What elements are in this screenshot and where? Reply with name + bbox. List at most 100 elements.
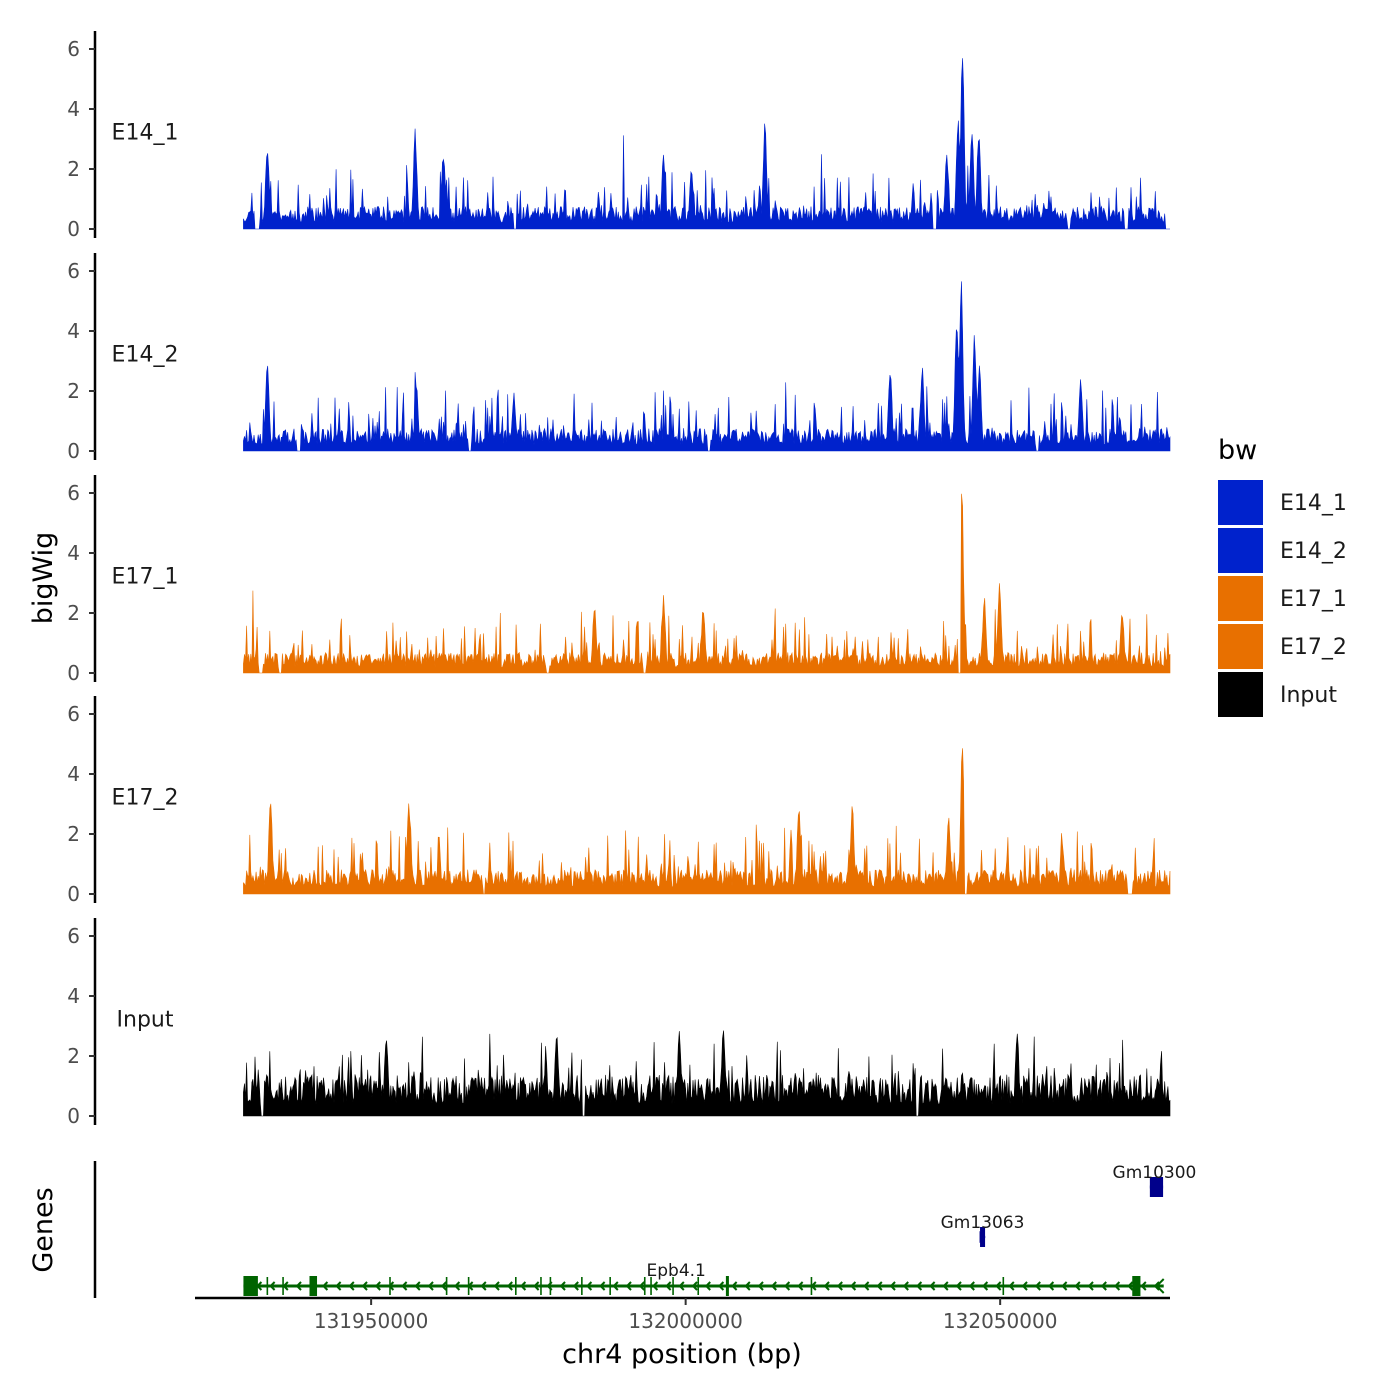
strand-arrow xyxy=(929,1281,936,1291)
legend-title: bw xyxy=(1218,435,1257,466)
y-tick-label: 4 xyxy=(67,762,80,786)
y-tick-label: 6 xyxy=(67,924,80,948)
strand-arrow xyxy=(335,1281,342,1291)
genes-axis-title: Genes xyxy=(28,1187,59,1272)
strand-arrow xyxy=(797,1281,804,1291)
strand-arrow xyxy=(559,1281,566,1291)
strand-arrow xyxy=(731,1281,738,1291)
strand-arrow xyxy=(836,1281,843,1291)
strand-arrow xyxy=(652,1281,659,1291)
strand-arrow xyxy=(322,1281,329,1291)
legend-swatch-E17_2 xyxy=(1218,624,1263,669)
legend-label-E14_1: E14_1 xyxy=(1280,491,1347,516)
strand-arrow xyxy=(1087,1281,1094,1291)
legend-label-E17_1: E17_1 xyxy=(1280,587,1347,612)
strand-arrow xyxy=(599,1281,606,1291)
track-label-E14_2: E14_2 xyxy=(112,343,179,368)
legend-label-E17_2: E17_2 xyxy=(1280,635,1347,660)
exon xyxy=(1132,1276,1141,1296)
y-tick-label: 0 xyxy=(67,1104,80,1128)
strand-arrow xyxy=(704,1281,711,1291)
gene-label-Gm13063: Gm13063 xyxy=(941,1213,1025,1233)
strand-arrow xyxy=(506,1281,513,1291)
strand-arrow xyxy=(1155,1278,1165,1294)
strand-arrow xyxy=(1140,1281,1147,1291)
signal-area-E14_1 xyxy=(243,58,1170,230)
strand-arrow xyxy=(942,1281,949,1291)
strand-arrow xyxy=(1100,1281,1107,1291)
strand-arrow xyxy=(586,1281,593,1291)
strand-arrow xyxy=(295,1281,302,1291)
strand-arrow xyxy=(572,1281,579,1291)
y-tick-label: 4 xyxy=(67,319,80,343)
strand-arrow xyxy=(348,1281,355,1291)
strand-arrow xyxy=(823,1281,830,1291)
exon xyxy=(243,1276,258,1296)
gene-label-Gm10300: Gm10300 xyxy=(1113,1163,1197,1183)
strand-arrow xyxy=(414,1281,421,1291)
y-tick-label: 2 xyxy=(67,601,80,625)
y-tick-label: 4 xyxy=(67,984,80,1008)
strand-arrow xyxy=(454,1281,461,1291)
strand-arrow xyxy=(1008,1281,1015,1291)
y-tick-label: 4 xyxy=(67,541,80,565)
strand-arrow xyxy=(361,1281,368,1291)
x-axis-title: chr4 position (bp) xyxy=(562,1339,802,1370)
strand-arrow xyxy=(612,1281,619,1291)
x-tick-label: 131950000 xyxy=(314,1309,429,1333)
strand-arrow xyxy=(1114,1281,1121,1291)
strand-arrow xyxy=(427,1281,434,1291)
strand-arrow xyxy=(1034,1281,1041,1291)
x-tick-label: 132000000 xyxy=(628,1309,743,1333)
strand-arrow xyxy=(1074,1281,1081,1291)
legend-swatch-E14_1 xyxy=(1218,480,1263,525)
strand-arrow xyxy=(744,1281,751,1291)
exon xyxy=(725,1276,729,1296)
x-axis: 131950000 132000000 132050000 xyxy=(195,1296,1170,1333)
track-panel-E14_1: 0 2 4 6 E14_1 xyxy=(67,31,1170,241)
strand-arrow xyxy=(1153,1281,1160,1291)
y-tick-label: 2 xyxy=(67,822,80,846)
signal-area-E14_2 xyxy=(243,281,1171,452)
exon xyxy=(309,1276,318,1296)
strand-arrow xyxy=(876,1281,883,1291)
track-panel-E17_2: 0 2 4 6 E17_2 xyxy=(67,696,1171,906)
signal-area-Input xyxy=(243,1030,1171,1117)
legend-swatch-E17_1 xyxy=(1218,576,1263,621)
y-tick-label: 6 xyxy=(67,37,80,61)
x-tick-label: 132050000 xyxy=(943,1309,1058,1333)
track-label-E17_2: E17_2 xyxy=(112,786,179,811)
y-tick-label: 6 xyxy=(67,481,80,505)
strand-arrow xyxy=(863,1281,870,1291)
y-tick-label: 0 xyxy=(67,661,80,685)
strand-arrow xyxy=(1061,1281,1068,1291)
strand-arrow xyxy=(995,1281,1002,1291)
signal-tracks: 0 2 4 6 E14_1 0 2 4 6 E14_2 0 2 4 6 E17_1 0 2 4 6 E17_2 0 2 4 6… xyxy=(67,31,1171,1128)
legend: bw E14_1 E14_2 E17_1 E17_2 Input xyxy=(1218,435,1347,717)
legend-swatch-Input xyxy=(1218,672,1263,717)
track-label-Input: Input xyxy=(117,1008,174,1033)
y-tick-label: 4 xyxy=(67,97,80,121)
gene-Gm10300: Gm10300 xyxy=(1113,1163,1197,1197)
y-tick-label: 0 xyxy=(67,217,80,241)
strand-arrow xyxy=(902,1281,909,1291)
y-tick-label: 2 xyxy=(67,379,80,403)
y-tick-label: 0 xyxy=(67,439,80,463)
legend-swatch-E14_2 xyxy=(1218,528,1263,573)
strand-arrow xyxy=(718,1281,725,1291)
strand-arrow xyxy=(770,1281,777,1291)
gene-Epb4.1: Epb4.1 xyxy=(243,1261,1165,1296)
strand-arrow xyxy=(955,1281,962,1291)
track-panel-E17_1: 0 2 4 6 E17_1 xyxy=(67,475,1171,685)
strand-arrow xyxy=(401,1281,408,1291)
gene-label-Epb4.1: Epb4.1 xyxy=(647,1261,706,1281)
track-label-E14_1: E14_1 xyxy=(112,121,179,146)
signal-area-E17_2 xyxy=(243,748,1171,895)
y-tick-label: 0 xyxy=(67,882,80,906)
strand-arrow xyxy=(850,1281,857,1291)
y-tick-label: 2 xyxy=(67,1044,80,1068)
gene-track: Epb4.1 Gm13063 Gm10300 xyxy=(93,1161,1197,1298)
gene-Gm13063: Gm13063 xyxy=(941,1213,1025,1247)
legend-label-Input: Input xyxy=(1280,683,1337,708)
